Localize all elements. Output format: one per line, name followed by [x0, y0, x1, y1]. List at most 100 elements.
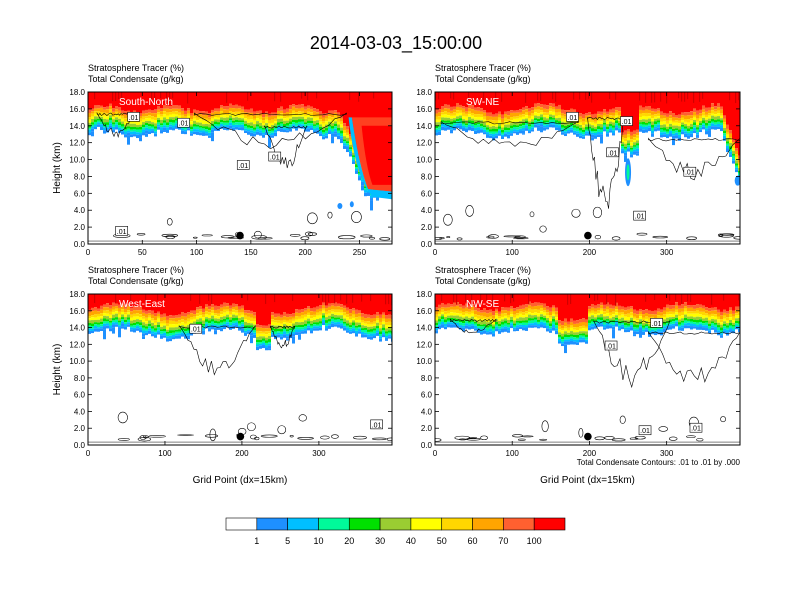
- tracer-band: [507, 121, 510, 125]
- tracer-band: [504, 318, 507, 321]
- tracer-band: [238, 294, 241, 307]
- tracer-band: [235, 122, 238, 125]
- tracer-band: [492, 315, 495, 319]
- tracer-band: [202, 124, 205, 127]
- tracer-band: [624, 327, 627, 330]
- tracer-band: [88, 92, 91, 110]
- low-cloud-contour: [204, 434, 219, 438]
- tracer-band: [618, 328, 621, 331]
- tracer-band: [226, 317, 229, 320]
- tracer-band: [175, 321, 178, 325]
- tracer-band: [693, 308, 696, 312]
- tracer-band: [274, 334, 277, 337]
- tracer-band: [705, 122, 708, 126]
- tracer-band: [690, 129, 693, 132]
- tracer-band: [687, 135, 690, 139]
- tracer-band: [579, 333, 582, 336]
- tracer-band: [190, 294, 193, 311]
- tracer-band: [208, 305, 211, 310]
- cloud-contour: [209, 428, 217, 442]
- tracer-band: [486, 125, 489, 128]
- tracer-band: [304, 115, 307, 119]
- tracer-band: [465, 111, 468, 114]
- tracer-band: [543, 310, 546, 313]
- tracer-band: [696, 92, 699, 111]
- tracer-band: [510, 316, 513, 320]
- tracer-band: [358, 294, 361, 311]
- tracer-band: [447, 117, 450, 121]
- tracer-band: [447, 303, 450, 308]
- tracer-band: [115, 322, 118, 325]
- tracer-band: [618, 114, 621, 118]
- tracer-band: [358, 177, 361, 181]
- tracer-field: [435, 92, 740, 187]
- tracer-band: [289, 323, 292, 327]
- tracer-band: [151, 122, 154, 125]
- tracer-band: [720, 125, 723, 128]
- tracer-band: [672, 317, 675, 320]
- tracer-band: [373, 92, 375, 99]
- tracer-band: [187, 294, 190, 313]
- tracer-band: [723, 328, 726, 331]
- tracer-band: [576, 323, 579, 327]
- tracer-band: [489, 328, 492, 332]
- tracer-band: [531, 107, 534, 111]
- tracer-band: [310, 127, 313, 131]
- tracer-band: [268, 131, 271, 134]
- tracer-band: [307, 323, 310, 326]
- tracer-band: [597, 317, 600, 320]
- colorbar-swatch: [318, 517, 350, 531]
- tracer-band: [624, 146, 627, 149]
- tracer-band: [519, 294, 522, 306]
- tracer-band: [343, 323, 346, 326]
- tracer-band: [678, 324, 681, 327]
- tracer-band: [702, 92, 705, 106]
- tracer-band: [136, 316, 139, 320]
- tracer-band: [184, 127, 187, 130]
- tracer-band: [441, 126, 444, 131]
- tracer-band: [648, 317, 651, 321]
- tracer-band: [471, 304, 474, 307]
- tracer-band: [588, 313, 591, 317]
- tracer-band: [498, 313, 501, 317]
- tracer-band: [316, 309, 319, 313]
- tracer-band: [582, 136, 585, 139]
- tracer-band: [678, 92, 680, 99]
- tracer-band: [450, 92, 453, 107]
- tracer-band: [154, 131, 157, 134]
- tracer-band: [435, 317, 438, 321]
- tracer-band: [223, 115, 226, 118]
- tracer-band: [241, 118, 244, 121]
- tracer-band: [462, 123, 465, 126]
- tracer-band: [286, 111, 289, 115]
- tracer-band: [531, 129, 534, 132]
- tracer-band: [708, 326, 711, 329]
- tracer-band: [735, 148, 738, 151]
- tracer-band: [238, 306, 241, 310]
- tracer-band: [334, 312, 337, 315]
- tracer-band: [154, 294, 157, 314]
- tracer-band: [352, 294, 354, 303]
- tracer-band: [283, 116, 286, 119]
- tracer-band: [124, 304, 127, 309]
- tracer-band: [564, 318, 567, 323]
- tracer-band: [145, 130, 148, 134]
- tracer-band: [585, 331, 588, 335]
- y-tick-label: 12.0: [69, 139, 85, 148]
- tracer-band: [732, 147, 735, 151]
- tracer-band: [145, 321, 148, 324]
- tracer-band: [627, 92, 630, 130]
- tracer-band: [190, 319, 193, 323]
- tracer-band: [121, 294, 124, 304]
- tracer-band: [118, 92, 120, 100]
- tracer-band: [334, 115, 337, 119]
- tracer-band: [379, 328, 382, 332]
- tracer-band: [160, 326, 163, 330]
- tracer-band: [142, 116, 145, 120]
- tracer-band: [444, 323, 447, 327]
- tracer-band: [600, 132, 603, 135]
- tracer-band: [337, 315, 340, 318]
- tracer-band: [483, 320, 486, 325]
- tracer-band: [681, 92, 684, 113]
- tracer-band: [606, 323, 609, 326]
